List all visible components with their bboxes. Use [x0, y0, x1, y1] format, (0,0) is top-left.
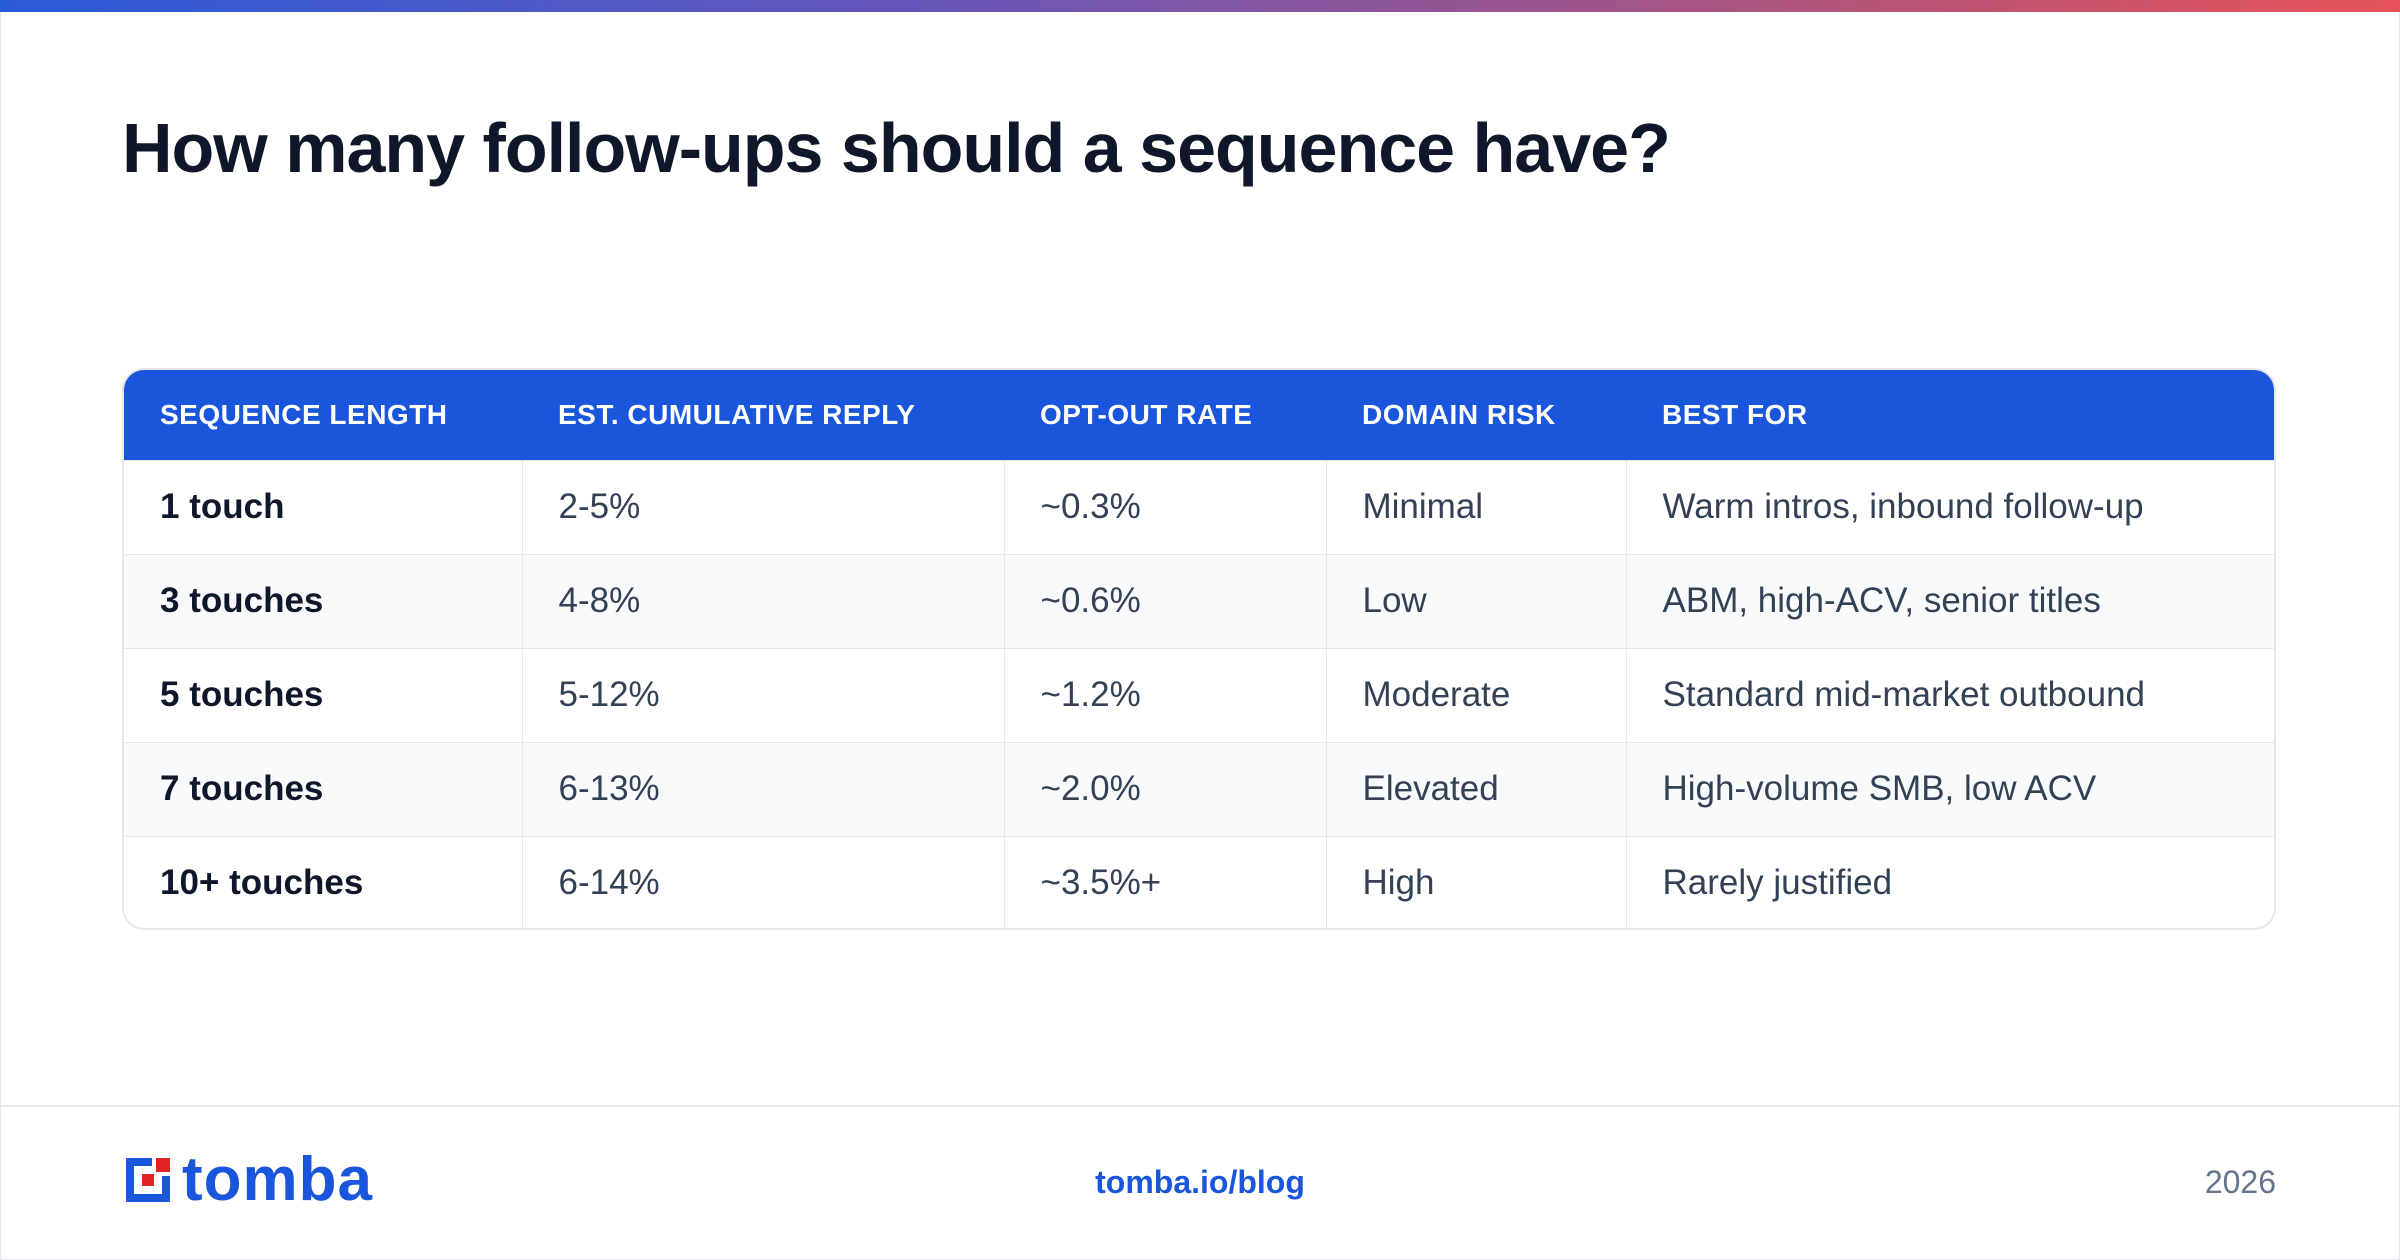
cell-opt-out-rate: ~0.3% — [1003, 459, 1326, 554]
cell-best-for: Standard mid-market outbound — [1625, 647, 2274, 742]
cell-cumulative-reply: 2-5% — [521, 459, 1004, 554]
cell-opt-out-rate: ~2.0% — [1003, 741, 1326, 836]
cell-sequence-length: 1 touch — [124, 459, 522, 554]
comparison-table-card: SEQUENCE LENGTH EST. CUMULATIVE REPLY OP… — [122, 368, 2276, 930]
cell-domain-risk: Moderate — [1325, 647, 1626, 742]
comparison-table: SEQUENCE LENGTH EST. CUMULATIVE REPLY OP… — [124, 370, 2274, 928]
tomba-logo[interactable]: tomba — [122, 1145, 373, 1214]
cell-sequence-length: 10+ touches — [124, 835, 522, 928]
cell-best-for: High-volume SMB, low ACV — [1625, 741, 2274, 836]
header-best-for: BEST FOR — [1626, 370, 2274, 460]
header-sequence-length: SEQUENCE LENGTH — [124, 370, 522, 460]
table-row: 1 touch 2-5% ~0.3% Minimal Warm intros, … — [124, 459, 2274, 554]
header-opt-out-rate: OPT-OUT RATE — [1004, 370, 1326, 460]
table-row: 3 touches 4-8% ~0.6% Low ABM, high-ACV, … — [124, 553, 2274, 648]
table-row: 7 touches 6-13% ~2.0% Elevated High-volu… — [124, 741, 2274, 836]
cell-sequence-length: 7 touches — [124, 741, 522, 836]
cell-cumulative-reply: 4-8% — [521, 553, 1004, 648]
page-title: How many follow-ups should a sequence ha… — [122, 109, 1671, 187]
cell-opt-out-rate: ~1.2% — [1003, 647, 1326, 742]
cell-domain-risk: Elevated — [1325, 741, 1626, 836]
cell-opt-out-rate: ~3.5%+ — [1003, 835, 1326, 928]
top-gradient-bar — [0, 0, 2400, 12]
cell-opt-out-rate: ~0.6% — [1003, 553, 1326, 648]
table-header-row: SEQUENCE LENGTH EST. CUMULATIVE REPLY OP… — [124, 370, 2274, 460]
cell-sequence-length: 5 touches — [124, 647, 522, 742]
tomba-logo-icon — [122, 1154, 174, 1206]
blog-link[interactable]: tomba.io/blog — [1095, 1164, 1305, 1200]
cell-domain-risk: High — [1325, 835, 1626, 928]
cell-cumulative-reply: 6-14% — [521, 835, 1004, 928]
cell-domain-risk: Low — [1325, 553, 1626, 648]
header-domain-risk: DOMAIN RISK — [1326, 370, 1626, 460]
cell-best-for: Rarely justified — [1625, 835, 2274, 928]
cell-sequence-length: 3 touches — [124, 553, 522, 648]
table-row: 10+ touches 6-14% ~3.5%+ High Rarely jus… — [124, 835, 2274, 928]
cell-best-for: ABM, high-ACV, senior titles — [1625, 553, 2274, 648]
header-est-cumulative-reply: EST. CUMULATIVE REPLY — [522, 370, 1004, 460]
footer-year: 2026 — [2204, 1164, 2276, 1200]
logo-wordmark: tomba — [182, 1145, 373, 1214]
cell-cumulative-reply: 5-12% — [521, 647, 1004, 742]
footer-divider — [0, 1105, 2400, 1107]
cell-domain-risk: Minimal — [1325, 459, 1626, 554]
cell-cumulative-reply: 6-13% — [521, 741, 1004, 836]
cell-best-for: Warm intros, inbound follow-up — [1625, 459, 2274, 554]
table-row: 5 touches 5-12% ~1.2% Moderate Standard … — [124, 647, 2274, 742]
